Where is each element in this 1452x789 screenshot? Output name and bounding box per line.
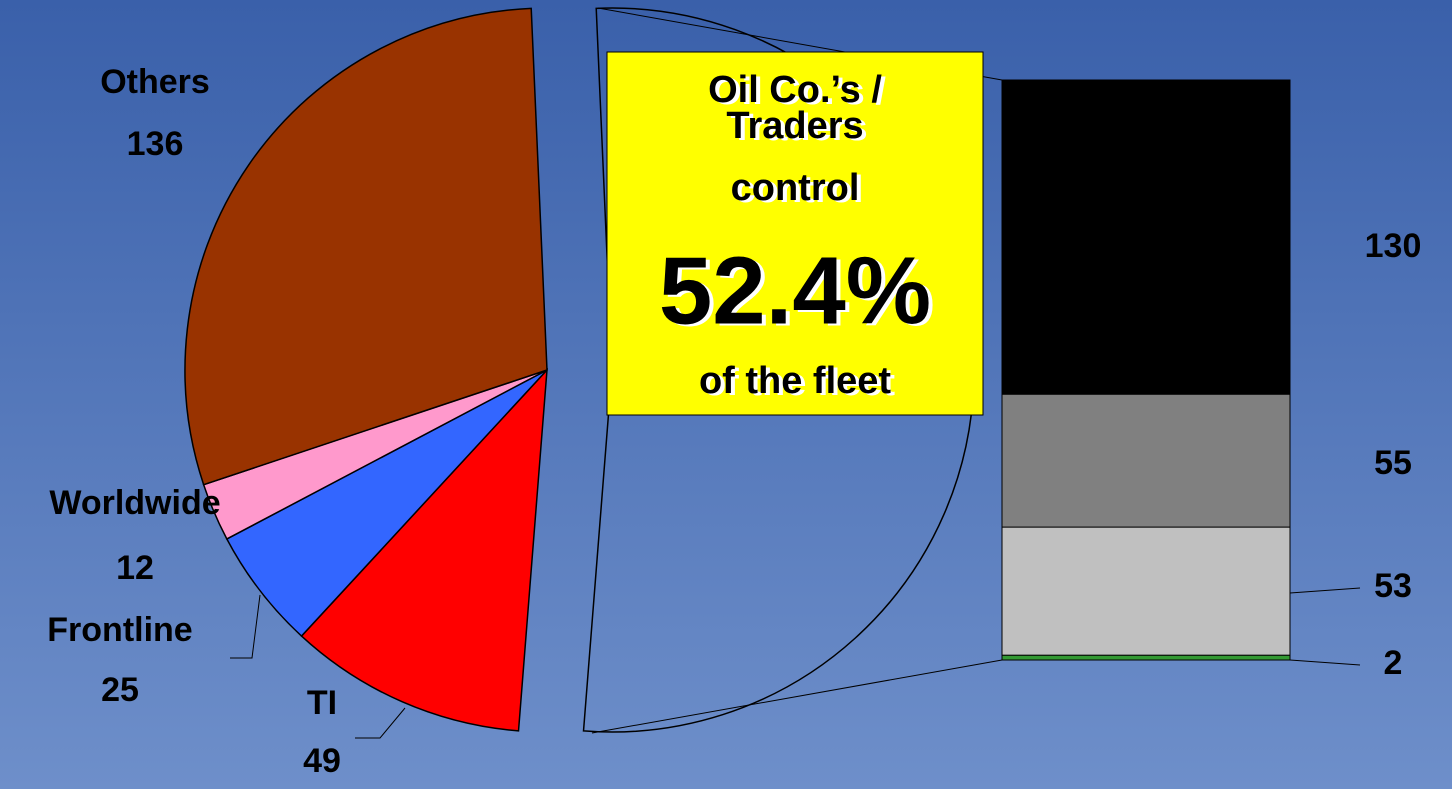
leader-line (1289, 587, 1361, 594)
pie-label: Worldwide (49, 484, 220, 522)
annotation-text: 52.4% (659, 237, 931, 344)
pie-value-label: 25 (101, 671, 139, 709)
pie-label: Others (100, 63, 210, 101)
annotation-shadow: Oil Co.’s / (712, 71, 886, 113)
bar-segment (1001, 654, 1291, 661)
pie-value-label: 12 (116, 549, 154, 587)
annotation-shadow: control (735, 169, 864, 211)
annotation-shadow: 52.4% (663, 239, 935, 346)
bar-value-label: 130 (1365, 227, 1422, 265)
leader-line (230, 594, 261, 659)
annotation-box (606, 51, 984, 416)
annotation-shadow: of the fleet (703, 362, 895, 404)
pie-value-label: 49 (303, 742, 341, 780)
annotation-text: Traders (726, 105, 863, 147)
leader-line (355, 707, 406, 739)
annotation-shadow: Traders (730, 107, 867, 149)
pie-value-label: 136 (127, 125, 184, 163)
annotation-text: of the fleet (699, 360, 891, 402)
bar-value-label: 2 (1384, 644, 1403, 682)
pie-slice (184, 7, 548, 486)
bar-segment (1001, 79, 1291, 395)
leader-line (1289, 659, 1361, 666)
connector (591, 659, 1003, 734)
annotation-text: Oil Co.’s / (708, 69, 882, 111)
bar-segment (1001, 393, 1291, 528)
bar-value-label: 53 (1374, 567, 1412, 605)
annotation-text: control (731, 167, 860, 209)
bar-value-label: 55 (1374, 444, 1412, 482)
pie-label: TI (307, 684, 337, 722)
bar-segment (1001, 526, 1291, 656)
pie-slice (300, 367, 548, 732)
pie-label: Frontline (47, 611, 192, 649)
